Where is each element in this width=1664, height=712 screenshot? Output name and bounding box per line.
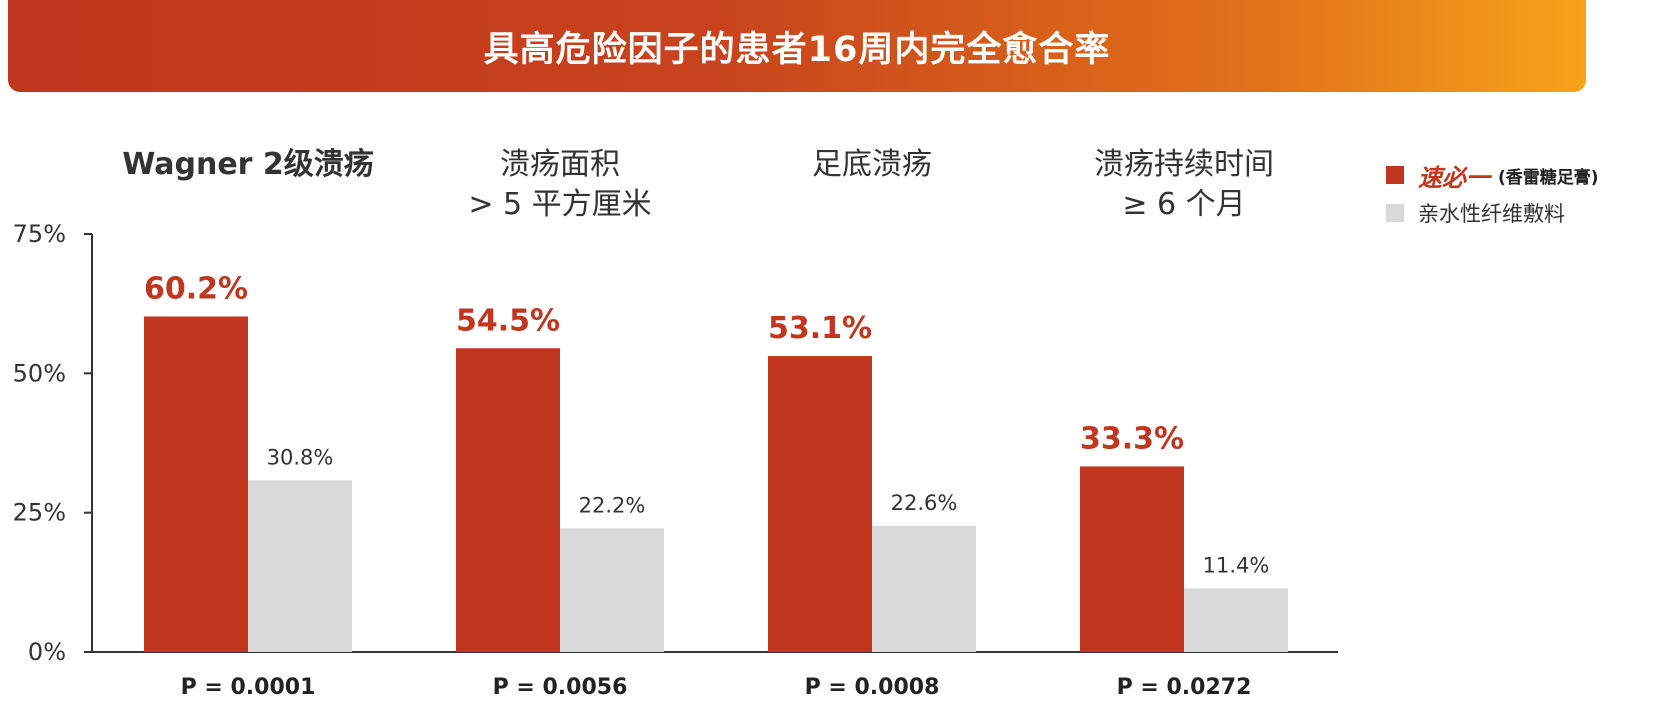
legend-swatch-series1 <box>1386 166 1404 184</box>
data-label-series1: 33.3% <box>1080 421 1184 456</box>
bar-series1 <box>768 356 872 652</box>
data-label-series1: 60.2% <box>144 271 248 306</box>
category-label: > 5 平方厘米 <box>468 187 651 222</box>
data-label-series1: 54.5% <box>456 303 560 338</box>
category-label: ≥ 6 个月 <box>1122 187 1245 222</box>
category-label: 溃疡持续时间 <box>1094 147 1274 182</box>
title-banner: 具高危险因子的患者16周内完全愈合率 <box>8 0 1586 92</box>
bar-chart: 0% 25% 50% 75% Wagner 2级溃疡 60.2% 30.8% P = 0.00… <box>13 147 1338 700</box>
p-value-label: P = 0.0001 <box>181 675 316 700</box>
category-label: 足底溃疡 <box>812 147 932 182</box>
bar-series2 <box>560 528 664 652</box>
legend-item-series1: 速必一 (香雷糖足膏) <box>1386 156 1599 194</box>
legend-swatch-series2 <box>1386 204 1404 222</box>
bar-series2 <box>248 480 352 652</box>
legend-brand-label: 速必一 <box>1418 162 1490 192</box>
data-label-series2: 22.2% <box>579 493 646 517</box>
data-label-series2: 30.8% <box>267 445 334 469</box>
y-tick-label: 75% <box>13 220 66 248</box>
bar-series2 <box>1184 588 1288 652</box>
category-label: Wagner 2级溃疡 <box>122 147 374 182</box>
legend-series2-label: 亲水性纤维敷料 <box>1418 202 1565 226</box>
data-label-series2: 22.6% <box>891 491 958 515</box>
data-label-series2: 11.4% <box>1203 553 1270 577</box>
chart-title: 具高危险因子的患者16周内完全愈合率 <box>483 29 1111 70</box>
legend-sub-label: (香雷糖足膏) <box>1498 167 1599 188</box>
y-tick-label: 25% <box>13 499 66 527</box>
p-value-label: P = 0.0272 <box>1117 675 1252 700</box>
p-value-label: P = 0.0008 <box>805 675 940 700</box>
category-label: 溃疡面积 <box>500 147 620 182</box>
bar-series1 <box>144 316 248 652</box>
legend-item-series2: 亲水性纤维敷料 <box>1386 194 1599 232</box>
y-tick-label: 50% <box>13 359 66 387</box>
p-value-label: P = 0.0056 <box>493 675 628 700</box>
bar-series2 <box>872 526 976 652</box>
bar-series1 <box>1080 466 1184 652</box>
bar-series1 <box>456 348 560 652</box>
legend: 速必一 (香雷糖足膏) 亲水性纤维敷料 <box>1386 156 1599 232</box>
data-label-series1: 53.1% <box>768 311 872 346</box>
y-tick-label: 0% <box>28 638 66 666</box>
